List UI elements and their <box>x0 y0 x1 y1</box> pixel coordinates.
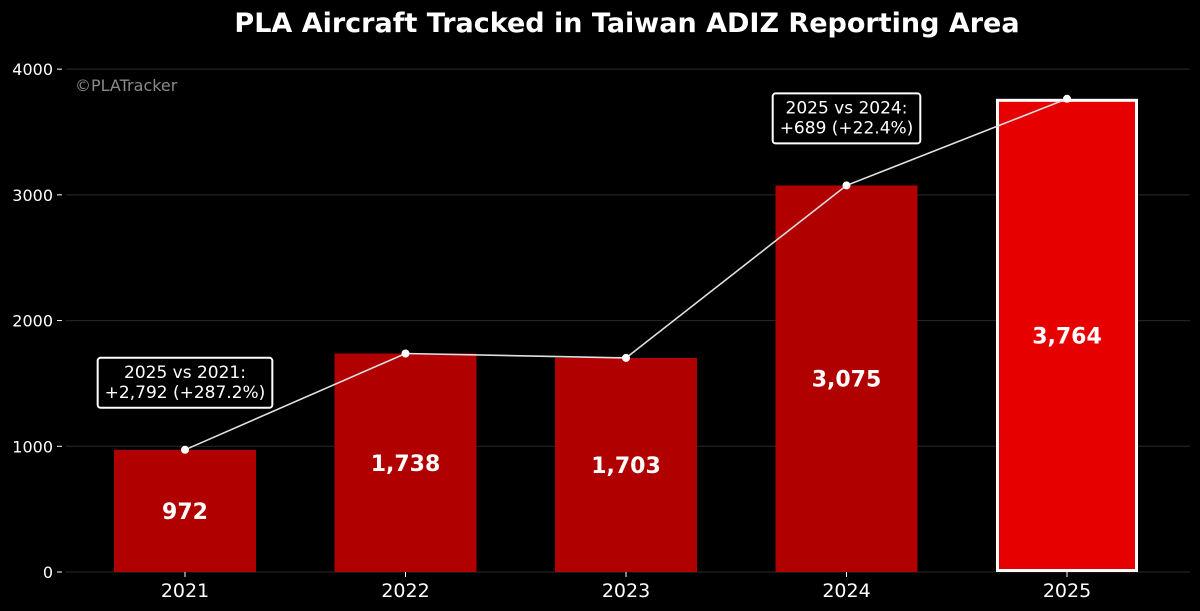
bar-data-label: 972 <box>162 500 208 525</box>
x-tick-label: 2021 <box>161 580 209 602</box>
y-tick-label: 2000 <box>12 312 53 331</box>
bar-data-label: 3,764 <box>1032 324 1102 349</box>
annotation-text: 2025 vs 2021: <box>124 363 246 383</box>
x-axis: 2021 2022 2023 2024 2025 <box>161 572 1091 602</box>
y-tick-label: 0 <box>43 563 53 582</box>
bar-data-label: 1,703 <box>591 454 661 479</box>
bar-labels: 972 1,738 1,703 3,075 3,764 <box>162 324 1102 524</box>
y-tick-label: 4000 <box>12 60 53 79</box>
bar-data-label: 1,738 <box>371 452 441 477</box>
annotations: 2025 vs 2021:+2,792 (+287.2%)2025 vs 202… <box>96 92 922 409</box>
y-axis: 0 1000 2000 3000 4000 <box>12 60 62 582</box>
trend-line-point <box>622 353 630 362</box>
annotation-border <box>771 92 922 145</box>
annotation-text: +689 (+22.4%) <box>780 118 914 138</box>
watermark: ©PLATracker <box>75 76 178 95</box>
trend-line-point <box>401 349 410 358</box>
bar <box>114 449 256 572</box>
trend-line <box>181 94 1071 454</box>
x-tick-label: 2022 <box>381 580 429 602</box>
chart-title: PLA Aircraft Tracked in Taiwan ADIZ Repo… <box>234 8 1019 39</box>
annotation-text: 2025 vs 2024: <box>786 98 908 118</box>
y-tick-label: 1000 <box>12 437 53 456</box>
bars <box>114 98 1138 572</box>
annotation-box: 2025 vs 2024:+689 (+22.4%) <box>771 92 922 145</box>
trend-line-point <box>842 181 851 190</box>
annotation-box: 2025 vs 2021:+2,792 (+287.2%) <box>96 356 274 409</box>
bar-highlighted <box>996 98 1138 572</box>
annotation-border <box>96 356 274 409</box>
y-tick-label: 3000 <box>12 186 53 205</box>
x-tick-label: 2025 <box>1043 580 1091 602</box>
bar <box>334 353 477 572</box>
x-tick-label: 2024 <box>822 580 870 602</box>
bar-data-label: 3,075 <box>812 368 882 393</box>
trend-line-point <box>1063 94 1071 103</box>
x-tick-label: 2023 <box>602 580 650 602</box>
trend-line-point <box>181 445 189 454</box>
bar <box>775 185 918 572</box>
annotation-text: +2,792 (+287.2%) <box>105 383 266 403</box>
bar <box>555 357 697 572</box>
